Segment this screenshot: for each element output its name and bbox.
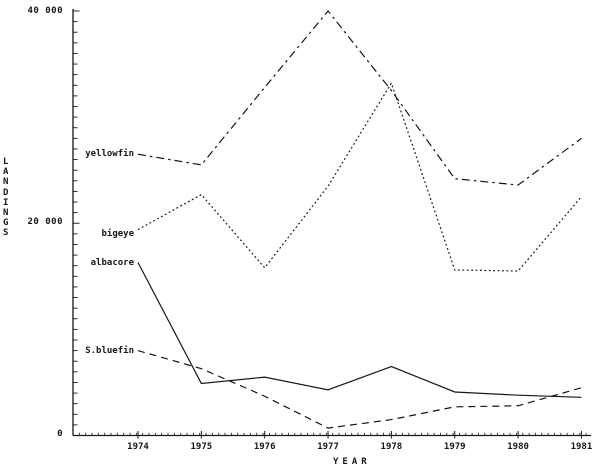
x-tick-label-1980: 1980: [507, 442, 529, 452]
series-line-yellowfin: [137, 10, 582, 186]
y-tick-label-40000: 40 000: [27, 6, 63, 16]
x-tick-label-1977: 1977: [317, 442, 339, 452]
series-line-bigeye: [137, 81, 582, 272]
y-tick-label-0: 0: [57, 429, 63, 439]
series-label-yellowfin: yellowfin: [85, 149, 134, 160]
series-line-albacore: [137, 262, 582, 398]
series-line-s-bluefin: [137, 350, 582, 429]
x-tick-label-1974: 1974: [127, 442, 149, 452]
y-axis-title: LANDINGS: [3, 157, 9, 239]
series-label-bigeye: bigeye: [101, 228, 134, 239]
x-axis-title: YEAR: [333, 457, 371, 467]
x-tick-label-1978: 1978: [380, 442, 403, 452]
y-tick-label-20000: 20 000: [27, 217, 63, 227]
x-tick-label-1975: 1975: [190, 442, 213, 452]
x-tick-label-1981: 1981: [570, 442, 593, 452]
x-tick-label-1979: 1979: [443, 442, 466, 452]
x-tick-label-1976: 1976: [253, 442, 276, 452]
series-label-s-bluefin: S.bluefin: [85, 345, 134, 356]
series-label-albacore: albacore: [90, 257, 134, 268]
